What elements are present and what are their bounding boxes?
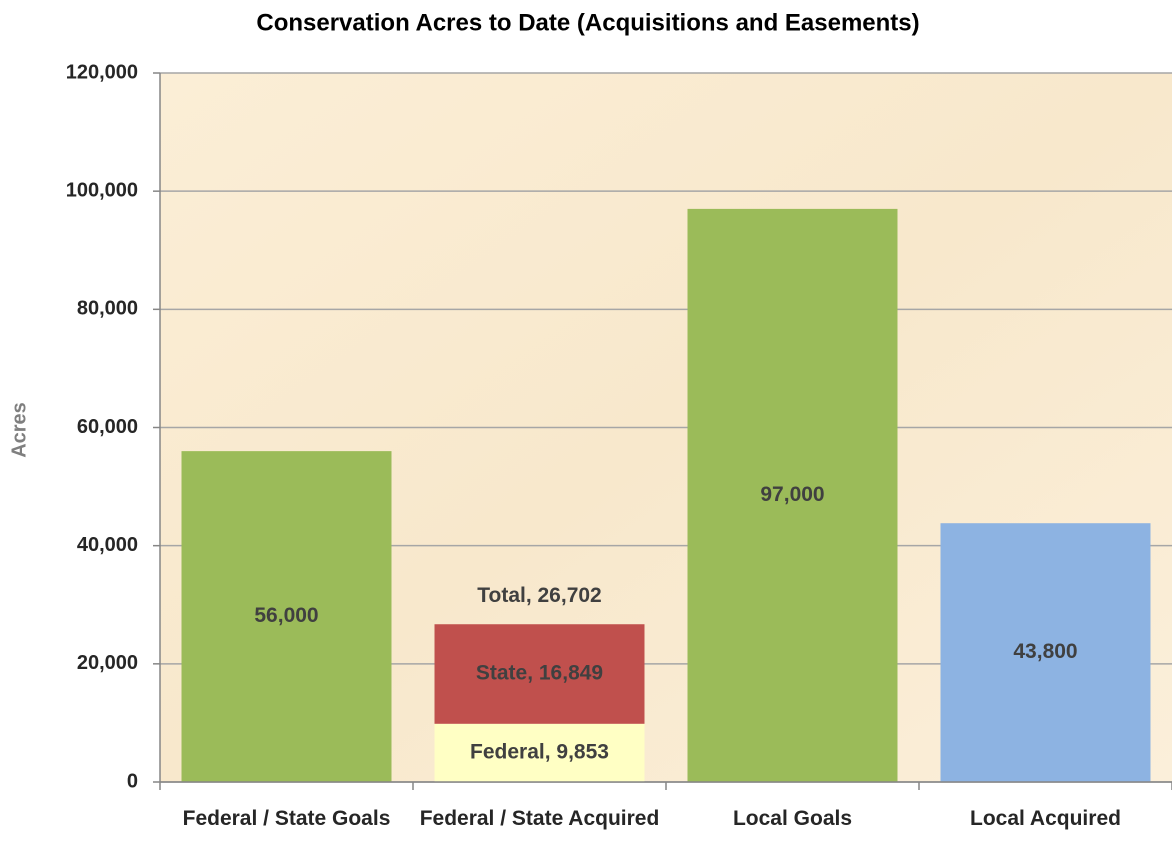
data-label: 56,000 [254, 604, 318, 627]
x-tick-label: Federal / State Acquired [419, 807, 660, 830]
bar-segment [940, 523, 1151, 782]
y-tick-label: 60,000 [77, 416, 138, 438]
y-tick-label: 80,000 [77, 298, 138, 320]
y-tick-label: 100,000 [66, 179, 138, 201]
data-label: State, 16,849 [476, 662, 603, 685]
chart-title: Conservation Acres to Date (Acquisitions… [256, 9, 919, 36]
total-label: Total, 26,702 [477, 584, 602, 607]
x-tick-label: Federal / State Goals [182, 807, 391, 830]
x-tick-label: Local Acquired [970, 807, 1121, 830]
bar-segment [181, 451, 392, 782]
data-label: 97,000 [760, 483, 824, 506]
y-tick-label: 120,000 [66, 61, 138, 83]
bar-segment [434, 624, 645, 724]
y-tick-label: 0 [127, 770, 138, 792]
x-tick-label: Local Goals [732, 807, 853, 830]
data-label: Federal, 9,853 [470, 740, 609, 763]
y-axis-label: Acres [8, 402, 30, 458]
y-tick-label: 20,000 [77, 652, 138, 674]
bar-segment [687, 208, 898, 782]
y-tick-label: 40,000 [77, 534, 138, 556]
bar-segment [434, 723, 645, 782]
data-label: 43,800 [1013, 640, 1077, 663]
